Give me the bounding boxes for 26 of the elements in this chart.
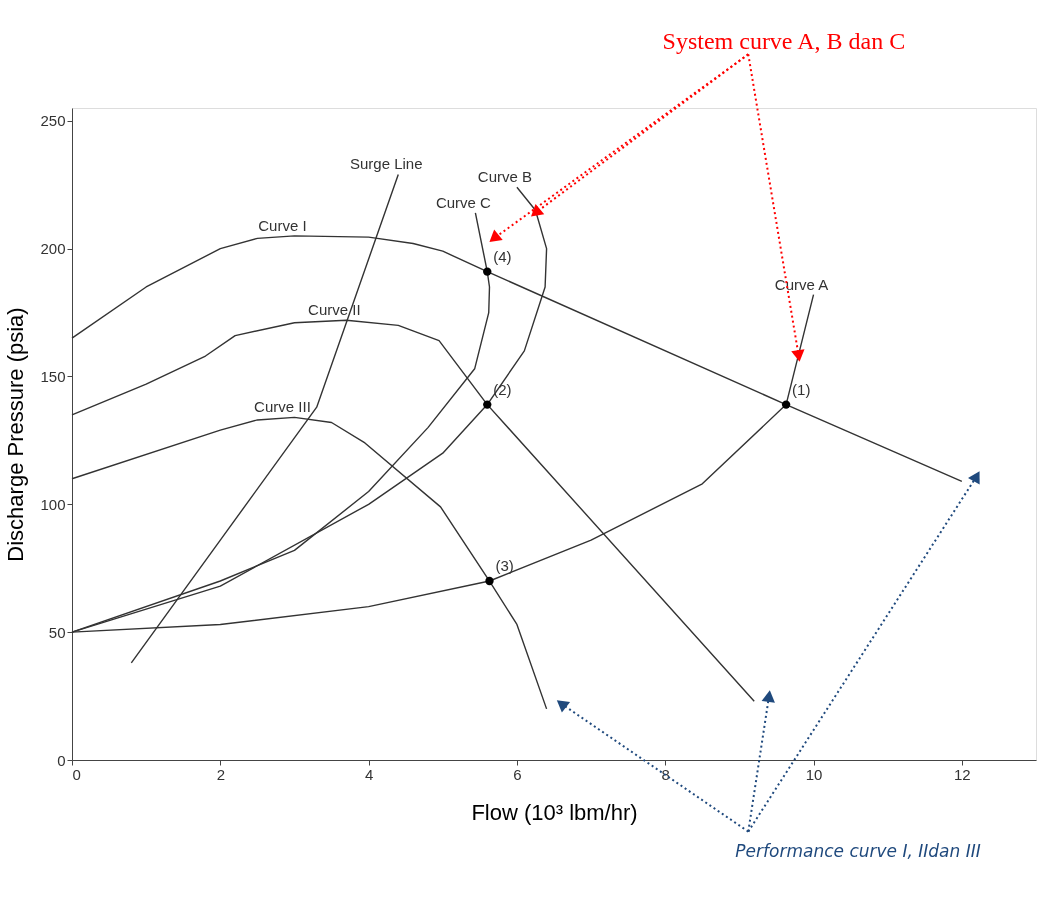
y-tick-label: 150 [40, 367, 66, 385]
x-tick-label: 12 [954, 765, 971, 783]
y-tick-label: 200 [40, 240, 66, 258]
annotation: (4) [493, 247, 512, 265]
series-label: Curve A [774, 275, 829, 293]
text: Performance curve I, IIdan III [735, 841, 981, 862]
x-tick-label: 4 [364, 765, 374, 783]
y-axis-title: Discharge Pressure (psia) [3, 307, 29, 562]
annotation: System curve A, B dan C [662, 27, 906, 54]
x-tick-label: 10 [805, 765, 823, 783]
series-label: Surge Line [350, 155, 423, 173]
y-tick-label: 250 [40, 112, 66, 130]
series-label: Curve B [477, 168, 533, 186]
y-tick-label: 100 [40, 495, 66, 513]
series-label: Curve III [254, 398, 311, 416]
annotation: (3) [495, 557, 514, 575]
annotation: (1) [792, 380, 811, 398]
x-tick-label: 2 [216, 765, 225, 783]
y-tick-label: 0 [57, 751, 66, 769]
series-label: Curve I [258, 216, 307, 234]
y-tick-label: 50 [48, 623, 66, 641]
x-tick-label: 6 [513, 765, 522, 783]
x-axis-title: Flow (10³ lbm/hr) [471, 799, 638, 825]
series-label: Curve II [308, 301, 361, 319]
series-label: Curve C [435, 193, 492, 211]
x-tick-label: 0 [72, 765, 81, 783]
